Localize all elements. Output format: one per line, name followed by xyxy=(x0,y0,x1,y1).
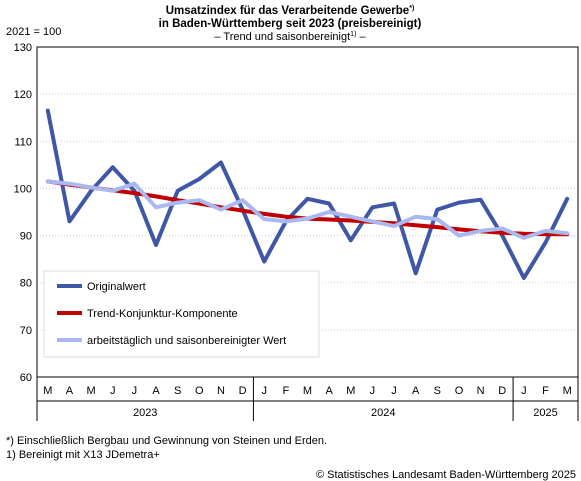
x-tick-label-21: D xyxy=(498,385,506,397)
x-tick-label-0: M xyxy=(43,385,52,397)
x-tick-label-23: F xyxy=(542,385,549,397)
x-tick-label-11: F xyxy=(282,385,289,397)
chart-title-line2: in Baden-Württemberg seit 2023 (preisber… xyxy=(159,18,422,30)
series-line-2 xyxy=(45,179,570,240)
y-tick-label-70: 70 xyxy=(20,325,32,337)
legend-box xyxy=(43,270,320,358)
legend: Originalwert Trend-Konjunktur-Komponente a… xyxy=(43,270,320,358)
base-label: 2021 = 100 xyxy=(6,26,61,38)
y-tick-label-100: 100 xyxy=(14,183,32,195)
x-tick-label-24: M xyxy=(563,385,572,397)
x-tick-label-4: J xyxy=(132,385,138,397)
x-tick-label-13: A xyxy=(325,385,333,397)
series-line-0 xyxy=(45,108,570,280)
chart-title-line1: Umsatzindex für das Verarbeitende Gewerb… xyxy=(166,5,415,17)
legend-label-2: arbeitstäglich und saisonbereinigter Wer… xyxy=(87,335,286,347)
y-tick-label-80: 80 xyxy=(20,278,32,290)
plot-border xyxy=(36,46,579,378)
y-tick-label-60: 60 xyxy=(20,372,32,384)
x-tick-label-10: J xyxy=(261,385,267,397)
x-tick-label-3: J xyxy=(110,385,116,397)
plot-frame xyxy=(36,46,579,378)
x-axis: M A M J J A S O N D J F M A M J J A S O N D J F M 2023 2024 2025 xyxy=(36,377,579,421)
y-tick-label-120: 120 xyxy=(14,89,32,101)
chart-subtitle: – Trend und saisonbereinigt1) – xyxy=(214,31,366,43)
footnote-2: 1) Bereinigt mit X13 JDemetra+ xyxy=(6,449,160,461)
series-line-1 xyxy=(45,179,570,237)
x-tick-label-14: M xyxy=(346,385,355,397)
x-tick-label-5: A xyxy=(152,385,160,397)
x-tick-label-8: N xyxy=(217,385,225,397)
x-tick-label-7: O xyxy=(195,385,204,397)
copyright: © Statistisches Landesamt Baden-Württemb… xyxy=(316,469,576,481)
series-lines xyxy=(45,108,570,280)
year-label-2023: 2023 xyxy=(133,407,157,419)
x-tick-label-22: J xyxy=(521,385,527,397)
x-tick-label-12: M xyxy=(303,385,312,397)
y-axis-ticks: 60 70 80 90 100 110 120 130 xyxy=(14,42,32,384)
x-tick-label-18: S xyxy=(434,385,441,397)
x-tick-label-1: A xyxy=(66,385,74,397)
legend-label-0: Originalwert xyxy=(87,281,146,293)
x-tick-label-15: J xyxy=(370,385,376,397)
x-tick-label-2: M xyxy=(87,385,96,397)
x-tick-label-19: O xyxy=(455,385,464,397)
x-tick-label-16: J xyxy=(391,385,397,397)
legend-label-1: Trend-Konjunktur-Komponente xyxy=(87,308,238,320)
y-tick-label-90: 90 xyxy=(20,231,32,243)
y-tick-label-110: 110 xyxy=(14,136,32,148)
x-tick-label-6: S xyxy=(174,385,181,397)
x-tick-label-20: N xyxy=(477,385,485,397)
year-label-2025: 2025 xyxy=(533,407,557,419)
footnote-1: *) Einschließlich Bergbau und Gewinnung … xyxy=(6,435,327,447)
y-tick-label-130: 130 xyxy=(14,42,32,54)
x-tick-label-9: D xyxy=(239,385,247,397)
year-label-2024: 2024 xyxy=(371,407,395,419)
x-tick-label-17: A xyxy=(412,385,420,397)
